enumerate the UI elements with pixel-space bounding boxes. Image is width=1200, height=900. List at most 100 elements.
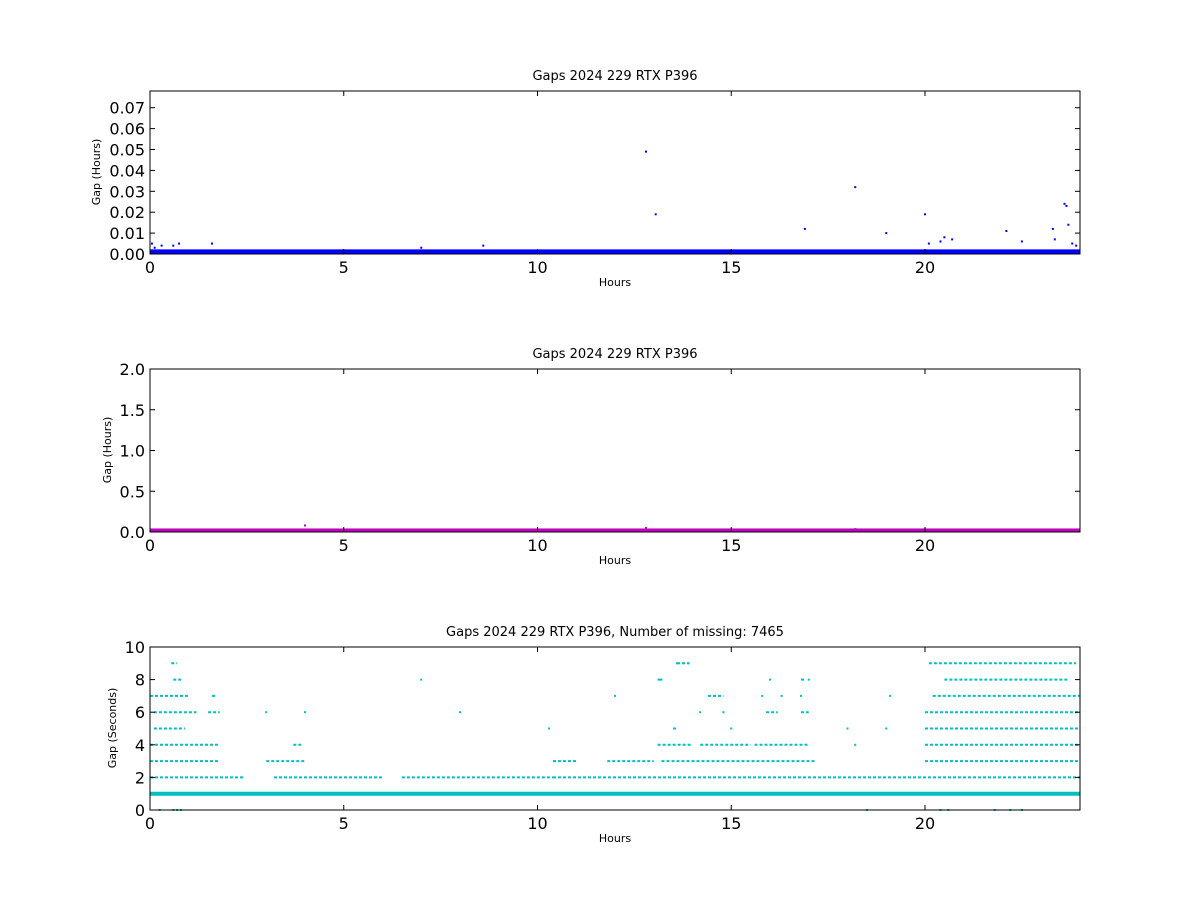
y-tick-label: 4: [135, 736, 145, 755]
data-point: [687, 662, 690, 665]
data-point: [482, 244, 485, 247]
data-point: [645, 526, 647, 529]
data-point: [885, 727, 888, 730]
data-point: [660, 678, 663, 681]
y-tick-label: 10: [125, 638, 145, 657]
y-tick-label: 0.5: [120, 482, 145, 501]
y-tick-label: 0.00: [109, 245, 145, 264]
data-point: [1063, 528, 1066, 531]
data-point: [1020, 240, 1023, 243]
x-axis-label: Hours: [599, 276, 631, 289]
x-axis-label: Hours: [599, 554, 631, 567]
y-tick-label: 0.05: [109, 141, 145, 160]
data-point: [178, 242, 181, 245]
data-point: [420, 246, 423, 249]
x-tick-label: 10: [527, 258, 547, 277]
data-point: [265, 711, 268, 714]
data-point: [1067, 223, 1070, 226]
data-point: [645, 150, 647, 153]
y-tick-label: 0.07: [109, 99, 145, 118]
chart-title: Gaps 2024 229 RTX P396, Number of missin…: [446, 625, 784, 640]
axis-ticks: 0 5 10 15 20 0.0 0.5 1.0 1.5 2.0: [120, 360, 1080, 555]
data-point: [614, 694, 616, 697]
data-point: [211, 242, 213, 245]
data-points: [150, 524, 1080, 532]
data-point: [769, 678, 771, 681]
x-tick-label: 15: [721, 814, 741, 833]
x-tick-label: 15: [721, 258, 741, 277]
y-tick-label: 0.01: [109, 224, 145, 243]
data-point: [885, 232, 888, 235]
x-tick-label: 0: [145, 536, 155, 555]
axis-ticks: 0 5 10 15 20 0.00 0.01 0.02 0.03 0.040.05 0.06 0.07: [109, 91, 1080, 277]
data-point: [722, 711, 725, 714]
data-point: [654, 213, 657, 216]
data-point: [1051, 227, 1054, 230]
x-tick-label: 10: [527, 536, 547, 555]
data-point: [800, 694, 802, 697]
y-tick-label: 1.0: [120, 442, 145, 461]
data-point: [854, 186, 857, 189]
data-point: [761, 694, 764, 697]
data-point: [854, 528, 857, 531]
y-tick-label: 0: [135, 801, 145, 820]
y-axis-label: Gap (Hours): [101, 417, 114, 484]
x-tick-label: 10: [527, 814, 547, 833]
data-point: [854, 743, 857, 746]
data-point: [943, 236, 946, 239]
data-point: [459, 711, 461, 714]
plot-frame: [149, 90, 1081, 255]
axis-ticks: 0 5 10 15 20 0 2 4 6 8 10: [125, 638, 1080, 833]
x-tick-label: 5: [339, 536, 349, 555]
data-points: [150, 150, 1080, 254]
x-axis-label: Hours: [599, 832, 631, 845]
x-tick-label: 15: [721, 536, 741, 555]
data-point: [1005, 230, 1008, 233]
data-point: [304, 524, 306, 527]
data-point: [924, 213, 926, 216]
data-point: [304, 711, 306, 714]
y-tick-label: 0.04: [109, 161, 145, 180]
x-tick-label: 20: [915, 536, 935, 555]
y-tick-label: 2: [135, 768, 145, 787]
x-tick-label: 5: [339, 258, 349, 277]
y-tick-label: 0.02: [109, 203, 145, 222]
data-point: [951, 238, 954, 241]
data-point: [420, 678, 423, 681]
x-tick-label: 0: [145, 258, 155, 277]
data-point: [676, 662, 678, 665]
x-tick-label: 0: [145, 814, 155, 833]
data-point: [780, 694, 783, 697]
data-point: [927, 242, 930, 245]
data-point: [548, 727, 551, 730]
data-point: [1065, 204, 1068, 207]
data-point: [1063, 202, 1066, 205]
y-tick-label: 0.0: [120, 523, 145, 542]
y-tick-label: 0.03: [109, 182, 145, 201]
y-axis-label: Gap (Seconds): [106, 688, 119, 769]
data-point: [730, 727, 733, 730]
y-axis-label: Gap (Hours): [90, 139, 103, 206]
data-point: [699, 711, 702, 714]
y-tick-label: 8: [135, 671, 145, 690]
chart-title: Gaps 2024 229 RTX P396: [532, 69, 697, 84]
chart-panel-gap-hours: Gaps 2024 229 RTX P396 Hours Gap (Hours)…: [101, 347, 1081, 567]
data-points: [150, 662, 1080, 811]
x-tick-label: 5: [339, 814, 349, 833]
data-point: [1075, 244, 1078, 247]
y-tick-label: 1.5: [120, 401, 145, 420]
data-point: [150, 242, 153, 245]
data-point: [846, 727, 849, 730]
x-tick-label: 20: [915, 814, 935, 833]
data-point: [939, 240, 942, 243]
plot-frame: [149, 368, 1081, 533]
chart-panel-gap-hours-zoomed: Gaps 2024 229 RTX P396 Hours Gap (Hours)…: [90, 69, 1081, 289]
data-point: [172, 244, 175, 247]
data-point: [807, 678, 810, 681]
data-point: [1053, 238, 1056, 241]
chart-title: Gaps 2024 229 RTX P396: [532, 347, 697, 362]
data-point: [889, 694, 892, 697]
plot-frame: [149, 646, 1081, 811]
y-tick-label: 2.0: [120, 360, 145, 379]
